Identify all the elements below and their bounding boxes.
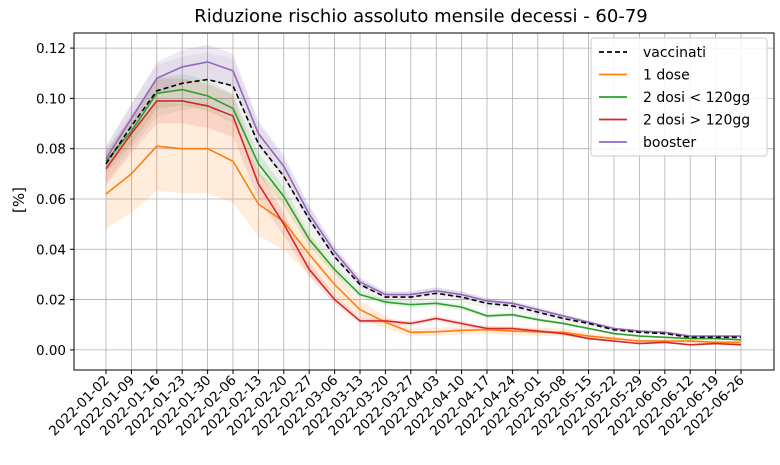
series-line	[105, 61, 741, 337]
y-tick-label: 0.10	[36, 91, 66, 107]
series-line	[105, 145, 741, 344]
y-tick-label: 0.04	[36, 242, 66, 258]
plot-frame	[73, 32, 775, 371]
series-line	[105, 100, 742, 346]
legend-label: 1 dose	[643, 68, 690, 84]
y-tick-label: 0.02	[36, 293, 66, 309]
grid	[74, 33, 774, 370]
legend: vaccinati 1 dose 2 dosi < 120gg 2 dosi > 12…	[590, 37, 768, 157]
y-tick-label: 0.00	[36, 343, 66, 359]
y-axis-label: [%]	[10, 187, 28, 213]
series-line	[105, 88, 742, 341]
series-line	[105, 78, 741, 339]
series-band	[106, 78, 741, 346]
y-tick-label: 0.12	[36, 41, 66, 57]
x-axis: 2022-01-022022-01-092022-01-162022-01-23…	[46, 370, 748, 439]
series-band	[106, 44, 741, 337]
legend-label: vaccinati	[643, 45, 706, 61]
chart-title: Riduzione rischio assoluto mensile deces…	[194, 6, 648, 27]
series-band	[106, 52, 741, 339]
legend-label: booster	[643, 135, 696, 151]
y-tick-label: 0.08	[36, 142, 66, 158]
y-axis: 0.00 0.02 0.04 0.06 0.08 0.10 0.12	[36, 41, 74, 359]
legend-label: 2 dosi < 120gg	[643, 90, 750, 106]
y-tick-label: 0.06	[36, 192, 66, 208]
legend-label: 2 dosi > 120gg	[643, 113, 750, 129]
series-lines	[105, 61, 742, 346]
legend-box	[590, 37, 768, 157]
series-band	[106, 101, 741, 344]
